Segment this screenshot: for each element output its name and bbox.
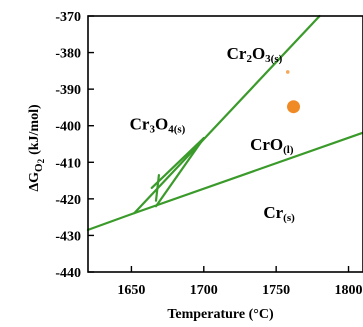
y-tick-label: -410	[55, 156, 81, 171]
y-tick-label: -390	[55, 83, 81, 98]
y-axis-title-main: ΔG	[27, 172, 42, 192]
y-tick-label: -440	[55, 266, 81, 281]
x-tick-label: 1650	[117, 283, 145, 298]
y-tick-labels: -370 -380 -390 -400 -410 -420 -430 -440	[55, 10, 81, 281]
y-axis-title: ΔGO2 (kJ/mol)	[27, 104, 46, 192]
data-layer	[86, 14, 363, 231]
plot-area: Cr2O3(s) Cr3O4(s) CrO(l) Cr(s)	[86, 14, 363, 273]
region-label-2: Cr3O4(s)	[130, 114, 186, 135]
x-axis-title: Temperature (°C)	[167, 307, 274, 322]
y-axis-title-subsub: 2	[36, 158, 46, 163]
tick-marks	[88, 15, 350, 273]
y-tick-label: -380	[55, 47, 81, 62]
y-tick-label: -370	[55, 10, 81, 25]
region-label-4: Cr(s)	[263, 203, 295, 224]
series-line-2	[133, 14, 321, 215]
plot-frame	[87, 15, 363, 273]
series-line-1	[86, 131, 363, 231]
y-tick-label: -400	[55, 120, 81, 135]
x-tick-label: 1750	[262, 283, 290, 298]
series-line-5	[154, 174, 160, 202]
y-tick-label: -430	[55, 229, 81, 244]
x-tick-label: 1700	[190, 283, 218, 298]
series-line-3	[154, 137, 205, 208]
y-axis-title-sub: O	[33, 163, 45, 172]
series-line-4	[150, 137, 205, 189]
region-labels: Cr2O3(s) Cr3O4(s) CrO(l) Cr(s)	[130, 44, 295, 223]
marker-point-2	[285, 70, 290, 74]
region-label-1: Cr2O3(s)	[227, 44, 283, 65]
x-tick-labels: 1650 1700 1750 1800	[117, 283, 362, 298]
y-axis-title-unit: (kJ/mol)	[27, 104, 42, 155]
marker-point-1	[287, 100, 301, 114]
region-label-3: CrO(l)	[250, 135, 294, 156]
x-tick-label: 1800	[335, 283, 363, 298]
y-tick-label: -420	[55, 193, 81, 208]
